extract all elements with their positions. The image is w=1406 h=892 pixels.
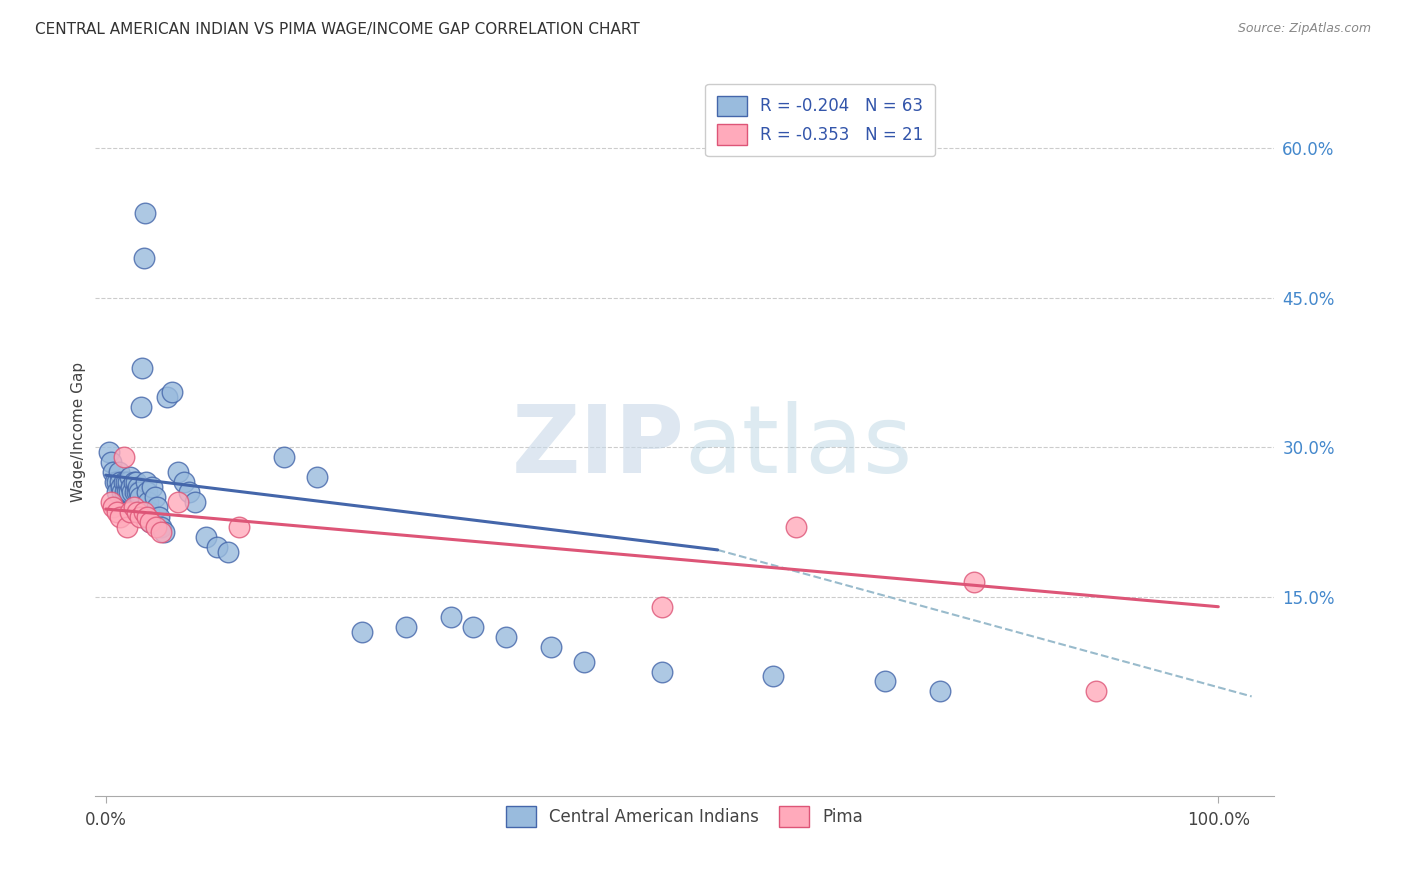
Point [135,485,157,500]
Point [228,520,250,534]
Point [141,480,163,494]
Point [105,505,128,519]
Point [540,640,562,654]
Point [120,505,142,519]
Point [139,515,162,529]
Point [138,505,160,519]
Point [132,505,155,519]
Point [117,475,139,490]
Point [217,545,239,559]
Point [129,510,152,524]
Point [112,450,135,465]
Point [873,674,896,689]
Text: Source: ZipAtlas.com: Source: ZipAtlas.com [1237,22,1371,36]
Point [108,510,131,524]
Point [183,495,205,509]
Point [118,485,141,500]
Point [114,485,136,500]
Point [762,669,785,683]
Point [150,520,173,534]
Point [1084,684,1107,698]
Y-axis label: Wage/Income Gap: Wage/Income Gap [72,362,86,502]
Point [651,599,673,614]
Point [105,485,128,500]
Point [127,480,149,494]
Point [103,465,125,479]
Point [167,495,190,509]
Point [115,520,138,534]
Point [134,206,156,220]
Point [131,360,153,375]
Point [128,485,150,500]
Point [167,465,190,479]
Point [121,485,143,500]
Legend: Central American Indians, Pima: Central American Indians, Pima [498,798,872,835]
Point [143,490,166,504]
Point [929,684,952,698]
Point [132,251,155,265]
Point [125,475,148,490]
Point [148,510,170,524]
Text: atlas: atlas [685,401,912,493]
Point [205,540,228,554]
Point [120,470,142,484]
Point [125,485,148,500]
Point [156,391,179,405]
Point [273,450,295,465]
Text: CENTRAL AMERICAN INDIAN VS PIMA WAGE/INCOME GAP CORRELATION CHART: CENTRAL AMERICAN INDIAN VS PIMA WAGE/INC… [35,22,640,37]
Point [173,475,195,490]
Point [150,524,173,539]
Point [395,620,418,634]
Point [146,500,169,514]
Point [100,455,122,469]
Point [139,515,162,529]
Point [100,495,122,509]
Point [112,475,135,490]
Point [104,475,127,490]
Point [152,524,174,539]
Point [125,505,148,519]
Point [135,510,157,524]
Point [105,475,128,490]
Point [115,485,138,500]
Point [962,574,984,589]
Point [122,475,145,490]
Point [194,530,217,544]
Point [439,609,461,624]
Point [461,620,484,634]
Point [495,630,517,644]
Point [135,475,157,490]
Point [114,475,136,490]
Point [124,485,146,500]
Point [572,655,595,669]
Text: ZIP: ZIP [512,401,685,493]
Point [122,500,145,514]
Point [651,665,673,679]
Point [145,520,167,534]
Point [120,480,142,494]
Point [108,465,131,479]
Point [108,475,131,490]
Point [129,490,152,504]
Point [350,624,373,639]
Point [110,480,132,494]
Point [103,500,125,514]
Point [136,495,159,509]
Point [111,485,134,500]
Point [179,485,201,500]
Point [162,385,184,400]
Point [98,445,121,459]
Point [129,401,152,415]
Point [785,520,807,534]
Point [307,470,329,484]
